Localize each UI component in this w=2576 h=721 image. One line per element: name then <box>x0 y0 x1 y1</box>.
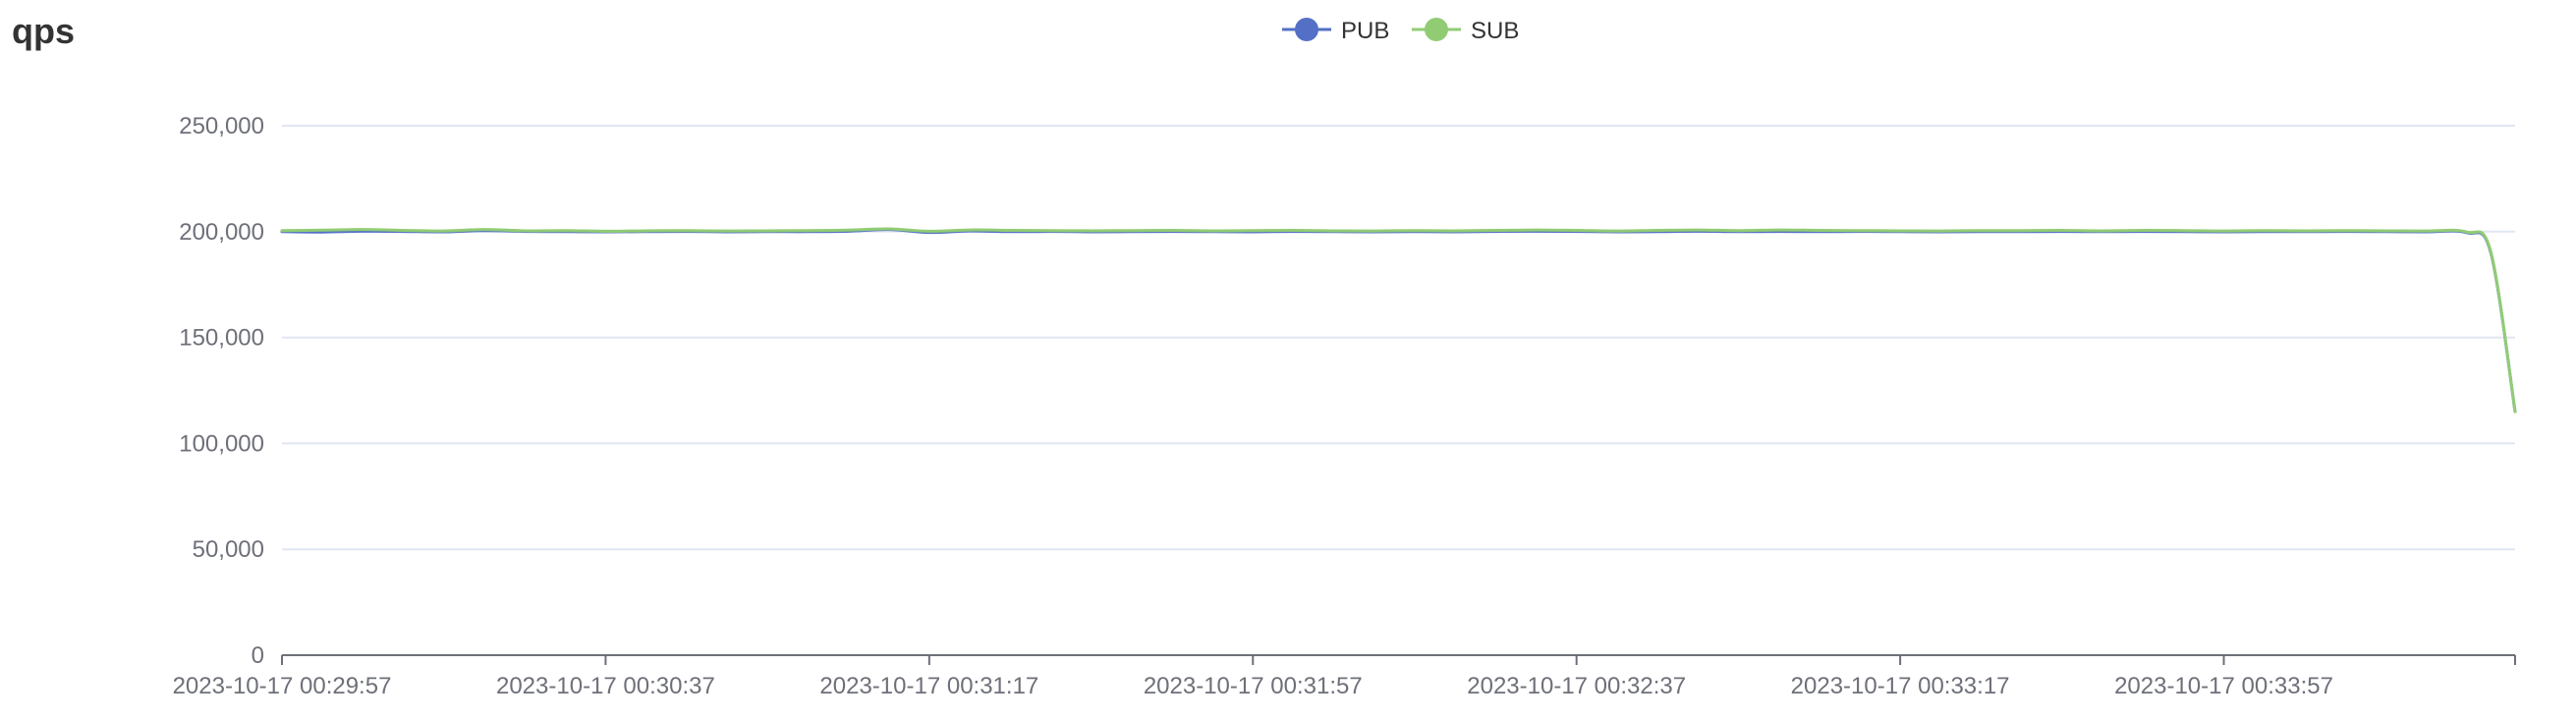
x-tick-label: 2023-10-17 00:31:17 <box>819 673 1038 699</box>
y-tick-label: 150,000 <box>179 325 264 352</box>
y-tick-label: 100,000 <box>179 430 264 457</box>
legend-label: SUB <box>1471 18 1519 44</box>
y-tick-label: 0 <box>252 642 264 669</box>
x-tick-label: 2023-10-17 00:33:57 <box>2114 673 2333 699</box>
legend-item-sub[interactable]: SUB <box>1412 18 1519 44</box>
y-tick-label: 50,000 <box>193 536 264 563</box>
x-tick-label: 2023-10-17 00:32:37 <box>1467 673 1686 699</box>
axes: 0 50,000 100,000 150,000 200,000 250,000 2023-… <box>173 113 2516 699</box>
legend-item-pub[interactable]: PUB <box>1282 18 1389 44</box>
x-tick-label: 2023-10-17 00:30:37 <box>496 673 715 699</box>
series-line-sub[interactable] <box>280 227 2517 414</box>
grid-lines <box>282 125 2515 551</box>
legend-circle-marker <box>1425 18 1448 41</box>
series-lines <box>280 227 2517 414</box>
x-tick-label: 2023-10-17 00:33:17 <box>1791 673 2010 699</box>
legend-circle-marker <box>1295 18 1318 41</box>
x-tick-label: 2023-10-17 00:29:57 <box>173 673 392 699</box>
x-tick-label: 2023-10-17 00:31:57 <box>1144 673 1363 699</box>
series-line-pub[interactable] <box>280 228 2517 414</box>
y-tick-label: 250,000 <box>179 113 264 139</box>
legend-label: PUB <box>1341 18 1389 44</box>
legend[interactable]: PUB SUB <box>1282 18 1519 44</box>
y-tick-label: 200,000 <box>179 219 264 246</box>
chart-title: qps <box>12 11 76 51</box>
